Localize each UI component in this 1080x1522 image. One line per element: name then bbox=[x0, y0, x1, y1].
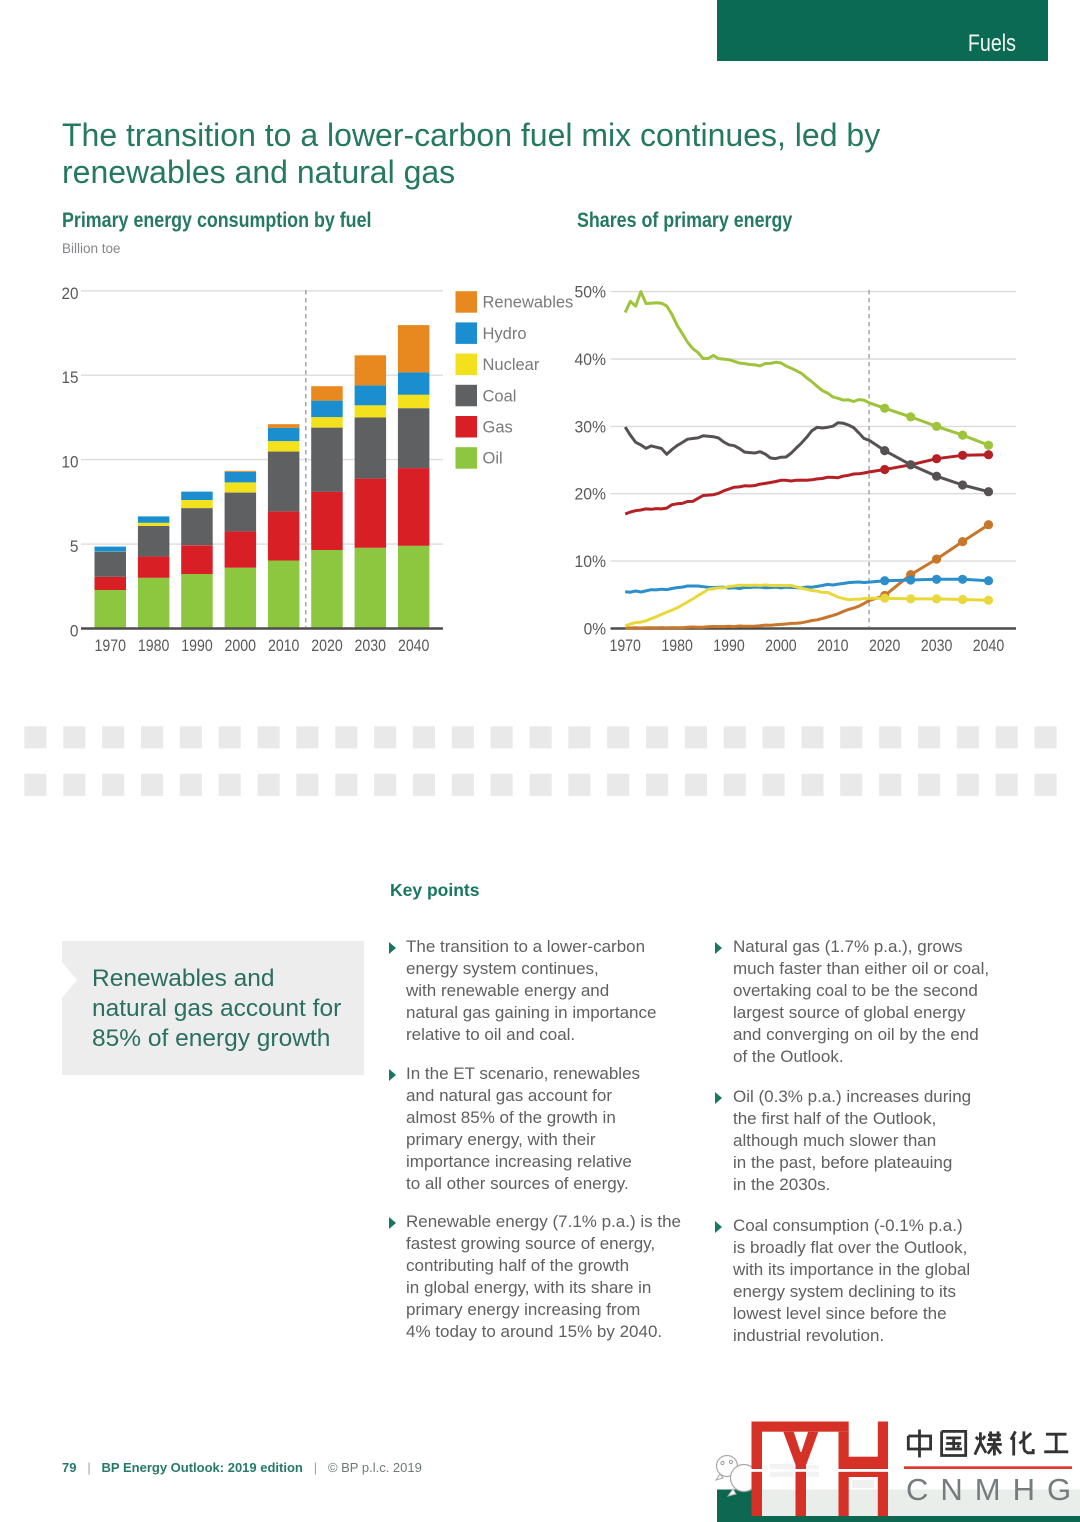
svg-text:Gas: Gas bbox=[483, 419, 513, 437]
svg-text:15: 15 bbox=[62, 368, 79, 387]
svg-text:1990: 1990 bbox=[713, 636, 745, 655]
svg-text:0: 0 bbox=[70, 622, 79, 641]
svg-text:Oil: Oil bbox=[483, 450, 503, 468]
svg-text:1990: 1990 bbox=[181, 636, 213, 655]
svg-text:CNMHG: CNMHG bbox=[906, 1472, 1080, 1507]
svg-text:30%: 30% bbox=[575, 417, 607, 436]
svg-text:0%: 0% bbox=[584, 620, 606, 639]
svg-text:10%: 10% bbox=[575, 552, 607, 571]
svg-text:1980: 1980 bbox=[661, 636, 693, 655]
svg-text:2040: 2040 bbox=[398, 636, 430, 655]
svg-text:2030: 2030 bbox=[921, 636, 953, 655]
svg-text:Coal: Coal bbox=[483, 387, 517, 405]
svg-text:2000: 2000 bbox=[765, 636, 797, 655]
svg-text:1980: 1980 bbox=[138, 636, 170, 655]
svg-text:2010: 2010 bbox=[817, 636, 849, 655]
svg-text:2040: 2040 bbox=[973, 636, 1005, 655]
svg-text:Renewables: Renewables bbox=[483, 294, 574, 312]
svg-text:1970: 1970 bbox=[95, 636, 127, 655]
svg-text:2020: 2020 bbox=[869, 636, 901, 655]
svg-text:2010: 2010 bbox=[268, 636, 300, 655]
svg-text:20: 20 bbox=[62, 284, 79, 303]
svg-text:5: 5 bbox=[70, 537, 79, 556]
svg-text:Nuclear: Nuclear bbox=[483, 356, 540, 374]
svg-text:2000: 2000 bbox=[225, 636, 257, 655]
svg-text:2020: 2020 bbox=[311, 636, 343, 655]
svg-text:10: 10 bbox=[62, 453, 79, 472]
svg-text:2030: 2030 bbox=[355, 636, 387, 655]
svg-text:40%: 40% bbox=[575, 350, 607, 369]
svg-text:50%: 50% bbox=[575, 283, 607, 302]
svg-text:20%: 20% bbox=[575, 485, 607, 504]
svg-text:1970: 1970 bbox=[609, 636, 641, 655]
svg-text:Hydro: Hydro bbox=[483, 325, 527, 343]
